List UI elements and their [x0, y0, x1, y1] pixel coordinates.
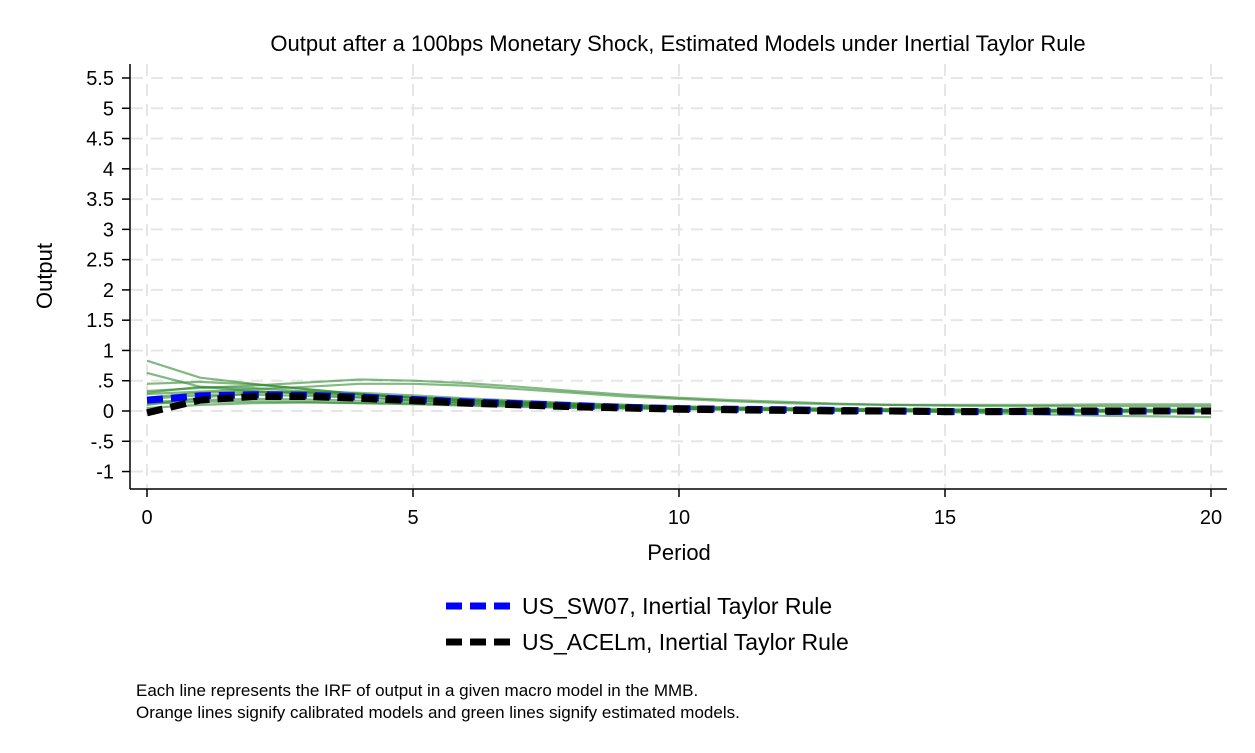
y-tick-label: 4 [103, 159, 114, 181]
y-tick-label: .5 [97, 371, 114, 393]
note-line-1: Each line represents the IRF of output i… [136, 681, 698, 700]
y-tick-label: 1 [103, 340, 114, 362]
x-tick-label: 5 [407, 507, 418, 529]
y-tick-label: 4.5 [86, 129, 114, 151]
x-tick-label: 20 [1200, 507, 1222, 529]
legend-label-us-acelm: US_ACELm, Inertial Taylor Rule [522, 629, 849, 655]
y-tick-label: 5.5 [86, 68, 114, 90]
series-line-us-acelm [146, 393, 1211, 417]
y-tick-label: 2.5 [86, 250, 114, 272]
grid [131, 64, 1227, 488]
legend-label-us-sw07: US_SW07, Inertial Taylor Rule [522, 593, 832, 619]
y-tick-label: 0 [103, 401, 114, 423]
model-irf-line [146, 382, 1211, 406]
y-axis-label: Output [32, 243, 57, 309]
series-lines [146, 359, 1212, 419]
note-line-2: Orange lines signify calibrated models a… [136, 703, 740, 722]
x-tick-label: 10 [668, 507, 690, 529]
y-tick-label: 3 [103, 219, 114, 241]
x-tick-label: 0 [141, 507, 152, 529]
y-tick-label: 3.5 [86, 189, 114, 211]
y-tick-label: 2 [103, 280, 114, 302]
x-tick-label: 15 [934, 507, 956, 529]
y-axis-ticks: -1 -.5 0 .5 1 1.5 2 2.5 3 3.5 4 4.5 5 5.5 [86, 68, 130, 484]
x-axis-ticks: 0 5 10 15 20 [141, 489, 1222, 529]
y-tick-label: 5 [103, 98, 114, 120]
model-irf-line [146, 378, 1211, 408]
x-axis-label: Period [647, 540, 711, 565]
y-tick-label: 1.5 [86, 310, 114, 332]
y-tick-label: -1 [96, 462, 114, 484]
y-tick-label: -.5 [91, 431, 114, 453]
chart-title: Output after a 100bps Monetary Shock, Es… [270, 31, 1085, 56]
legend: US_SW07, Inertial Taylor Rule US_ACELm, … [446, 593, 849, 655]
